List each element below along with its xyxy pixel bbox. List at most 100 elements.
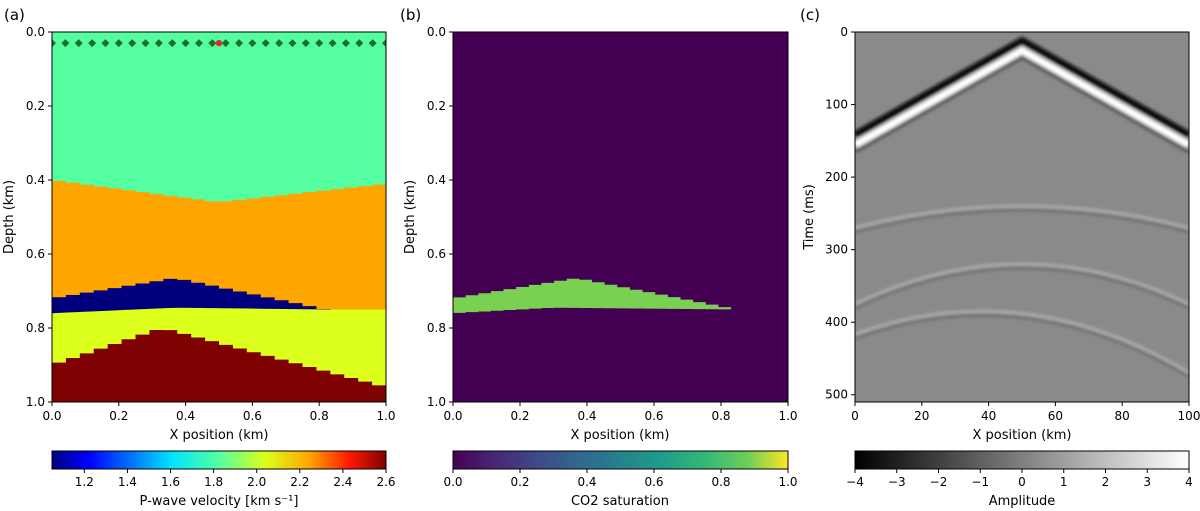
- velocity-colorbar-tick-label: 2.2: [290, 475, 309, 489]
- receiver-marker: [208, 39, 217, 48]
- panel-b-label: (b): [400, 6, 421, 24]
- saturation-colorbar-tick-label: 0.2: [510, 475, 529, 489]
- receiver-marker: [248, 39, 257, 48]
- receiver-marker: [261, 39, 270, 48]
- receiver-marker: [221, 39, 230, 48]
- panel-a-xtick-label: 0.8: [310, 409, 329, 423]
- velocity-colorbar-tick-label: 2.4: [333, 475, 352, 489]
- receiver-marker: [74, 39, 83, 48]
- panel-a-frame: [51, 31, 387, 403]
- panel-c-xtick-label: 60: [1048, 409, 1063, 423]
- receiver-marker: [328, 39, 337, 48]
- panel-c-xtick-label: 80: [1115, 409, 1130, 423]
- panel-a-xtick-label: 0.6: [243, 409, 262, 423]
- reflection-event-peak: [855, 262, 1189, 306]
- panel-b-xtick-label: 0.6: [644, 409, 663, 423]
- panel-b-xtick-label: 1.0: [778, 409, 797, 423]
- reflection-event-trough: [855, 314, 1189, 378]
- shot-gather: [855, 32, 1189, 402]
- panel-a-ytick-label: 1.0: [26, 395, 45, 409]
- receiver-marker: [194, 39, 203, 48]
- panel-c-axes: 0 20 40 60 80 100 0 100 200 300 400 500: [825, 25, 1200, 423]
- receiver-marker: [181, 39, 190, 48]
- velocity-colorbar-tick-label: 1.4: [118, 475, 137, 489]
- panel-a-ytick-label: 0.4: [26, 173, 45, 187]
- direct-wave-peak: [855, 46, 1189, 148]
- source-marker: [215, 39, 223, 47]
- velocity-colorbar-tick-label: 2.0: [247, 475, 266, 489]
- reflection-event-peak: [855, 204, 1189, 230]
- co2-layer: [52, 278, 333, 314]
- reflection-event-trough: [855, 208, 1189, 234]
- receiver-marker: [275, 39, 284, 48]
- panel-a-ytick-label: 0.8: [26, 321, 45, 335]
- receiver-marker: [168, 39, 177, 48]
- panel-c-xtick-label: 100: [1178, 409, 1200, 423]
- direct-wave-trough: [855, 36, 1189, 138]
- receiver-marker: [114, 39, 123, 48]
- velocity-colorbar-tick-label: 1.8: [204, 475, 223, 489]
- panel-b-co2-saturation: (b) 0.0 0.2 0.4 0.6 0.8 1.00.00.20.40.60.81.0…: [400, 6, 798, 509]
- amplitude-colorbar-tick-label: −2: [930, 475, 948, 489]
- amplitude-colorbar-label: Amplitude: [989, 494, 1056, 509]
- amplitude-colorbar-tick-label: 0: [1018, 475, 1026, 489]
- panel-a-ytick-label: 0.6: [26, 247, 45, 261]
- saturation-colorbar-tick-label: 0.6: [644, 475, 663, 489]
- receiver-marker: [52, 39, 56, 48]
- amplitude-colorbar-tick-label: −4: [846, 475, 864, 489]
- panel-b-axes: 0.0 0.2 0.4 0.6 0.8 1.00.00.20.40.60.81.0: [427, 25, 798, 423]
- receiver-marker: [368, 39, 377, 48]
- panel-b-ytick-label: 0.0: [427, 25, 446, 39]
- velocity-colorbar-tick-label: 2.6: [376, 475, 395, 489]
- panel-b-xtick-label: 0.8: [711, 409, 730, 423]
- receiver-marker: [382, 39, 386, 48]
- panel-c-ytick-label: 500: [825, 388, 848, 402]
- panel-b-xlabel: X position (km): [571, 428, 670, 443]
- velocity-colorbar-label: P-wave velocity [km s⁻¹]: [140, 494, 299, 509]
- saturation-colorbar: [452, 450, 789, 470]
- saturation-colorbar-ticks: 0.0 0.2 0.4 0.6 0.8 1.0: [443, 469, 798, 489]
- panel-a-label: (a): [4, 6, 25, 24]
- saturation-background: [453, 32, 788, 402]
- amplitude-colorbar: [854, 450, 1190, 470]
- saturation-colorbar-label: CO2 saturation: [571, 494, 669, 509]
- panel-a-xtick-label: 0.2: [109, 409, 128, 423]
- amplitude-colorbar-tick-label: 4: [1185, 475, 1193, 489]
- panel-c-ylabel: Time (ms): [802, 184, 817, 251]
- panel-b-frame: [452, 31, 789, 403]
- panel-b-ytick-label: 0.6: [427, 247, 446, 261]
- amplitude-colorbar-tick-label: 1: [1060, 475, 1068, 489]
- reflection-event-trough: [855, 266, 1189, 310]
- panel-b-ylabel: Depth (km): [403, 180, 418, 254]
- saturation-colorbar-tick-label: 1.0: [778, 475, 797, 489]
- panel-c-ytick-label: 0: [840, 25, 848, 39]
- panel-a-xtick-label: 0.0: [42, 409, 61, 423]
- panel-a-ytick-label: 0.0: [26, 25, 45, 39]
- panel-b-ytick-label: 1.0: [427, 395, 446, 409]
- panel-b-xtick-label: 0.2: [510, 409, 529, 423]
- velocity-heatmap: [52, 32, 386, 402]
- panel-a-ylabel: Depth (km): [2, 180, 17, 254]
- receiver-marker: [101, 39, 110, 48]
- saturation-colorbar-tick-label: 0.4: [577, 475, 596, 489]
- panel-c-ytick-label: 300: [825, 243, 848, 257]
- receiver-marker: [288, 39, 297, 48]
- receiver-marker: [301, 39, 310, 48]
- panel-b-ytick-label: 0.8: [427, 321, 446, 335]
- panel-c-xlabel: X position (km): [973, 428, 1072, 443]
- amplitude-colorbar-tick-label: −3: [888, 475, 906, 489]
- receiver-marker: [341, 39, 350, 48]
- receiver-marker: [61, 39, 70, 48]
- amplitude-colorbar-tick-label: 2: [1102, 475, 1110, 489]
- panel-a-ytick-label: 0.2: [26, 99, 45, 113]
- panel-b-xtick-label: 0.4: [577, 409, 596, 423]
- panel-b-ytick-label: 0.4: [427, 173, 446, 187]
- amplitude-colorbar-tick-label: −1: [971, 475, 989, 489]
- velocity-colorbar-ticks: 1.2 1.4 1.6 1.8 2.0 2.2 2.4 2.6: [75, 469, 396, 489]
- panel-c-ytick-label: 200: [825, 170, 848, 184]
- receiver-marker: [235, 39, 244, 48]
- panel-a-xtick-label: 0.4: [176, 409, 195, 423]
- receiver-marker: [88, 39, 97, 48]
- direct-wave-tail: [855, 55, 1189, 154]
